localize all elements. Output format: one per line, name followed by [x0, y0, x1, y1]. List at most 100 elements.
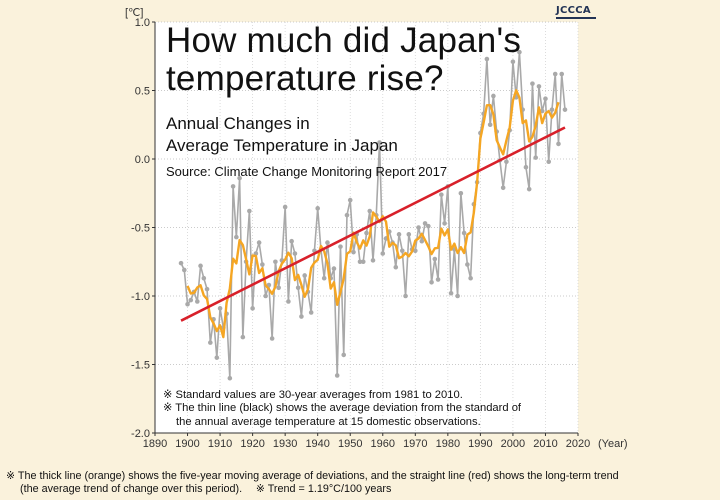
annual-deviation-point — [286, 299, 291, 304]
annual-deviation-point — [487, 122, 493, 128]
annual-deviation-point — [523, 164, 529, 170]
annual-deviation-point — [302, 273, 307, 278]
moving-average-line — [186, 89, 560, 339]
annual-deviation-point — [181, 267, 187, 273]
annual-deviation-point — [338, 244, 343, 249]
annual-deviation-point — [308, 310, 314, 315]
logo-underline — [556, 17, 596, 19]
annual-deviation-point — [439, 192, 444, 197]
x-tick-label: 1990 — [468, 438, 492, 450]
annual-deviation-point — [422, 221, 428, 226]
annual-deviation-point — [299, 314, 304, 319]
annual-deviation-point — [549, 107, 555, 112]
annual-deviation-point — [458, 190, 464, 196]
annual-deviation-point — [282, 204, 288, 210]
annual-deviation-point — [526, 186, 532, 192]
annual-deviation-point — [321, 275, 327, 281]
annual-deviation-point — [517, 49, 522, 55]
annual-deviation-point — [468, 275, 473, 281]
annual-deviation-point — [377, 140, 382, 145]
y-tick-label: -1.5 — [131, 360, 150, 372]
annual-deviation-point — [325, 240, 330, 245]
x-tick-label: 2020 — [566, 438, 590, 450]
annual-deviation-point — [347, 197, 353, 203]
annual-deviation-point — [367, 208, 373, 214]
annual-deviation-point — [334, 373, 340, 378]
annual-deviation-point — [536, 84, 542, 89]
x-tick-label: 1910 — [208, 438, 232, 450]
x-tick-label: 1900 — [175, 438, 199, 450]
jccca-logo: JCCCA — [556, 5, 591, 16]
y-tick-label: 0.0 — [135, 154, 150, 166]
annual-deviation-point — [289, 238, 294, 244]
annual-deviation-point — [442, 221, 447, 226]
annual-deviation-point — [185, 301, 190, 307]
annual-deviation-point — [543, 96, 548, 102]
y-tick-label: -1.0 — [131, 291, 150, 303]
annual-deviation-point — [201, 275, 207, 281]
x-tick-label: 1960 — [371, 438, 395, 450]
annual-deviation-point — [256, 240, 262, 245]
annual-deviation-point — [562, 107, 568, 112]
x-unit-label: (Year) — [598, 438, 628, 450]
annual-deviation-point — [370, 258, 376, 263]
annual-deviation-point — [406, 232, 412, 237]
annual-deviation-point — [315, 206, 320, 211]
annual-deviation-point — [364, 230, 369, 236]
annual-deviation-point — [344, 212, 350, 218]
annual-deviation-point — [295, 285, 301, 291]
annual-deviation-point — [227, 375, 233, 381]
annual-deviation-point — [260, 262, 265, 267]
note-line-3: the annual average temperature at 15 dom… — [176, 415, 481, 428]
notes-inner: ※ Standard values are 30-year averages f… — [163, 389, 521, 429]
annual-deviation-point — [276, 285, 281, 291]
x-tick-label: 2010 — [533, 438, 557, 450]
annual-deviation-point — [380, 251, 386, 256]
chart-title: How much did Japan's temperature rise? — [166, 22, 521, 98]
annual-deviation-point — [504, 159, 509, 165]
annual-deviation-point — [240, 334, 246, 340]
annual-deviation-point — [491, 93, 496, 99]
annual-deviation-point — [448, 290, 454, 296]
annual-deviation-point — [403, 293, 408, 299]
annual-deviation-point — [419, 238, 425, 244]
annual-deviation-point — [198, 263, 203, 269]
note-line-2: ※ The thin line (black) shows the averag… — [163, 402, 522, 415]
annual-deviation-point — [533, 155, 538, 160]
footnote-line-1: ※ The thick line (orange) shows the five… — [6, 470, 619, 482]
x-tick-label: 1920 — [240, 438, 264, 450]
x-tick-label: 1940 — [305, 438, 329, 450]
annual-deviation-point — [455, 293, 460, 299]
annual-deviation-point — [208, 340, 213, 345]
annual-deviation-point — [500, 185, 506, 191]
annual-deviation-point — [217, 306, 223, 311]
annual-deviation-point — [273, 259, 278, 265]
annual-deviation-point — [435, 277, 441, 282]
chart-source: Source: Climate Change Monitoring Report… — [166, 164, 448, 179]
annual-deviation-point — [237, 175, 242, 181]
annual-deviation-point — [416, 225, 421, 230]
annual-deviation-point — [360, 259, 366, 265]
y-tick-label: -2.0 — [131, 428, 150, 440]
x-tick-label: 1930 — [273, 438, 297, 450]
annual-deviation-point — [393, 264, 399, 270]
annual-deviation-point — [214, 355, 220, 360]
x-tick-label: 1890 — [143, 438, 167, 450]
annual-deviation-point — [357, 259, 363, 265]
subtitle-line-2: Average Temperature in Japan — [166, 136, 398, 155]
y-tick-label: 1.0 — [135, 17, 150, 29]
annual-deviation-point — [341, 352, 347, 358]
annual-deviation-point — [465, 262, 470, 267]
title-line-1: How much did Japan's — [166, 21, 522, 60]
annual-deviation-point — [552, 71, 558, 77]
chart-subtitle: Annual Changes in Average Temperature in… — [166, 113, 398, 157]
trend-line — [180, 126, 566, 322]
footnote-line-2: (the average trend of change over this p… — [20, 483, 392, 496]
annual-deviation-point — [188, 297, 194, 303]
notes-bottom: ※ The thick line (orange) shows the five… — [6, 470, 619, 497]
annual-deviation-point — [413, 248, 418, 254]
annual-deviation-point — [484, 56, 490, 62]
annual-deviation-point — [396, 232, 402, 237]
annual-deviation-point — [247, 208, 252, 214]
